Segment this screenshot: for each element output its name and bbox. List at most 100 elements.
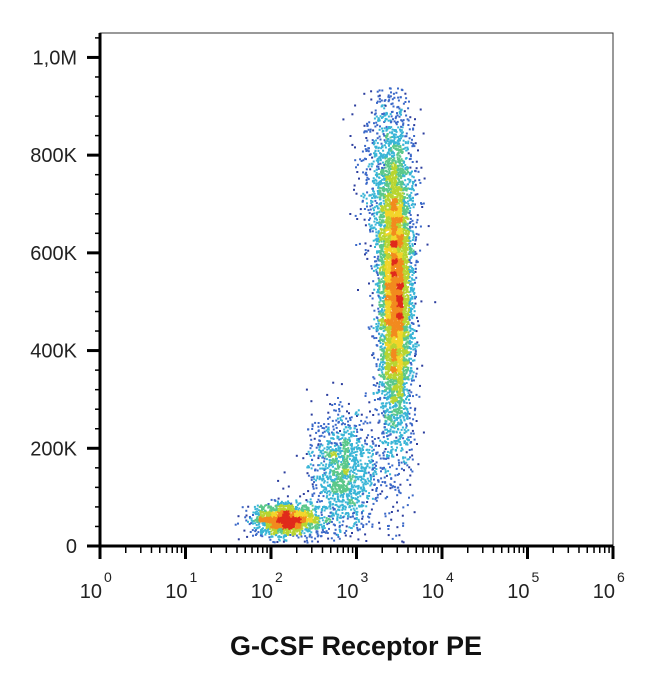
data-point [412,128,415,131]
data-point [389,168,392,170]
data-point [414,350,417,353]
data-point [401,215,404,218]
data-point [393,419,396,422]
data-point [293,532,296,535]
data-point [404,349,407,352]
data-point [403,385,406,388]
data-point [377,413,380,416]
data-point [299,502,302,505]
data-point [290,502,293,505]
data-point [410,357,413,360]
data-point [419,384,421,387]
data-point [284,503,287,505]
data-point [386,306,389,309]
data-point [310,521,313,524]
data-point [372,280,375,283]
data-point [407,240,410,242]
data-point [290,521,293,524]
data-point [292,511,294,514]
data-point [284,511,287,514]
data-point [296,519,299,522]
data-point [382,373,385,376]
data-point [387,424,390,426]
data-point [304,520,307,523]
data-point [400,461,403,464]
data-point [280,514,282,516]
data-point [256,513,259,516]
data-point [312,526,315,529]
data-point [392,365,395,368]
data-point [380,354,382,357]
data-point [383,202,386,205]
data-point [387,457,390,460]
data-point [395,408,397,411]
data-point [321,527,324,530]
data-point [411,374,414,377]
data-point [391,406,394,409]
data-point [381,213,384,216]
data-point [384,397,387,399]
data-point [397,439,400,442]
data-point [310,510,313,513]
data-point [414,302,417,305]
data-point [237,515,240,518]
data-point [384,468,387,471]
data-point [417,324,420,327]
data-point [402,284,405,286]
data-point [392,278,395,281]
data-point [280,500,283,503]
data-point [243,529,246,532]
data-point [391,340,394,343]
data-point [406,248,409,251]
data-point [399,388,401,390]
data-point [410,204,413,206]
data-point [257,523,260,526]
data-point [273,509,276,512]
data-point [288,524,291,527]
data-point [385,258,388,261]
data-point [268,530,271,533]
data-point [381,228,384,231]
data-point [277,530,279,533]
data-point [289,520,292,523]
data-point [386,203,389,206]
data-point [385,217,388,220]
data-point [262,508,265,511]
data-point [410,191,413,194]
data-point [417,463,420,466]
data-point [402,506,405,509]
data-point [403,323,406,326]
data-point [281,512,284,515]
data-point [282,535,285,538]
data-point [396,390,398,393]
data-point [381,259,384,262]
data-point [380,229,383,232]
data-point [403,394,406,397]
data-point [405,264,408,267]
data-point [404,440,407,443]
data-point [267,517,269,520]
data-point [256,504,259,507]
data-point [259,534,262,537]
data-point [302,509,305,512]
data-point [415,276,418,279]
data-point [329,511,332,514]
data-point [403,400,406,403]
data-point [399,139,401,142]
data-point [406,268,408,271]
data-point [277,518,280,521]
data-point [268,512,271,515]
data-point [398,373,401,376]
data-point [398,461,400,464]
data-point [260,530,262,533]
data-point [267,521,270,524]
data-point [397,355,400,358]
data-point [383,366,386,369]
data-point [400,398,403,401]
data-point [284,513,286,516]
data-point [414,345,417,348]
data-point [397,331,399,334]
data-point [273,516,276,519]
data-point [255,510,258,513]
data-point [245,509,248,512]
